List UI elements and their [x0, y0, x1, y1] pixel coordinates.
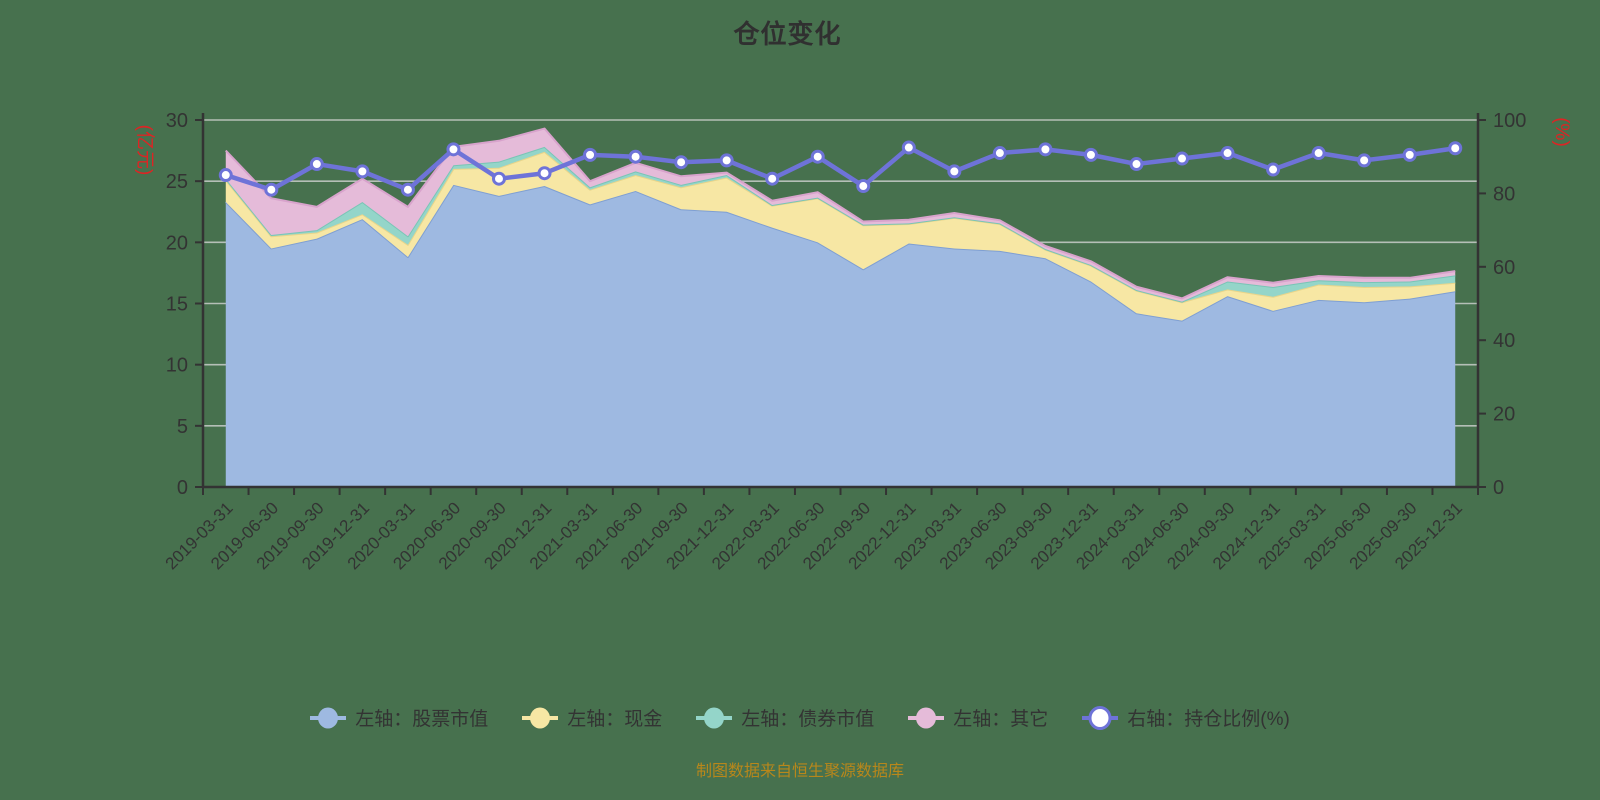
left-axis-tick-label: 10	[166, 355, 188, 377]
ratio-point-dot[interactable]	[947, 164, 962, 179]
ratio-point-dot[interactable]	[1083, 147, 1098, 162]
left-axis-tick-label: 0	[177, 477, 188, 499]
right-axis-tick-label: 80	[1493, 183, 1515, 205]
ratio-point-dot[interactable]	[628, 149, 643, 164]
ratio-point-dot[interactable]	[491, 171, 506, 186]
ratio-point-dot[interactable]	[810, 149, 825, 164]
ratio-point-dot[interactable]	[1448, 141, 1463, 156]
line-position-ratio[interactable]	[223, 145, 1458, 192]
ratio-point-dot[interactable]	[1402, 147, 1417, 162]
legend-label: 左轴：现金	[567, 709, 663, 730]
right-axis-unit-label: (%)	[1551, 117, 1572, 147]
legend-label: 左轴：债券市值	[741, 709, 875, 730]
left-axis-tick-label: 20	[166, 232, 188, 254]
legend-marker-icon	[908, 707, 945, 728]
ratio-point-dot[interactable]	[355, 164, 370, 179]
ratio-point-dot[interactable]	[1311, 146, 1326, 161]
legend-marker-icon	[310, 707, 347, 728]
right-axis-tick-label: 0	[1493, 477, 1504, 499]
ratio-point-dot[interactable]	[1266, 162, 1281, 177]
legend-marker-icon	[522, 707, 559, 728]
legend-item-position-ratio[interactable]: 右轴：持仓比例(%)	[1082, 704, 1290, 731]
ratio-point-dot[interactable]	[765, 171, 780, 186]
legend-item-stock-market-value[interactable]: 左轴：股票市值	[310, 704, 488, 731]
ratio-point-dot[interactable]	[583, 147, 598, 162]
ratio-point-dot[interactable]	[218, 168, 233, 183]
legend-label: 右轴：持仓比例(%)	[1127, 709, 1290, 730]
legend-marker-icon	[696, 707, 733, 728]
area-edge-other	[225, 127, 1456, 300]
source-note: 制图数据来自恒生聚源数据库	[695, 763, 904, 780]
left-axis-tick-label: 30	[166, 110, 188, 132]
area-cash[interactable]	[225, 151, 1456, 321]
left-axis-tick-label: 25	[166, 171, 188, 193]
left-axis-unit-label: (亿元)	[134, 125, 156, 176]
right-axis-tick-label: 60	[1493, 257, 1515, 279]
ratio-point-dot[interactable]	[309, 157, 324, 172]
ratio-point-dot[interactable]	[446, 142, 461, 157]
legend-marker-icon	[1082, 705, 1119, 730]
legend-label: 左轴：其它	[953, 709, 1049, 730]
ratio-point-dot[interactable]	[1175, 151, 1190, 166]
ratio-point-dot[interactable]	[856, 179, 871, 194]
ratio-point-dot[interactable]	[674, 155, 689, 170]
legend-item-other[interactable]: 左轴：其它	[908, 704, 1048, 731]
ratio-point-dot[interactable]	[537, 166, 552, 181]
chart-legend: 左轴：股票市值 左轴：现金 左轴：债券市值 左轴：其它 右轴：持仓比例(%)	[0, 704, 1600, 731]
ratio-point-dot[interactable]	[719, 153, 734, 168]
ratio-point-dot[interactable]	[992, 146, 1007, 161]
right-axis-tick-label: 20	[1493, 404, 1515, 426]
left-axis-tick-label: 5	[177, 416, 188, 438]
left-axis-tick-label: 15	[166, 294, 188, 316]
legend-item-cash[interactable]: 左轴：现金	[522, 704, 662, 731]
ratio-point-dot[interactable]	[1038, 142, 1053, 157]
right-axis-tick-label: 100	[1493, 110, 1526, 132]
right-axis-tick-label: 40	[1493, 330, 1515, 352]
ratio-point-dot[interactable]	[1220, 146, 1235, 161]
area-stock-market-value[interactable]	[225, 184, 1456, 487]
ratio-point-dot[interactable]	[901, 140, 916, 155]
ratio-point-dot[interactable]	[1357, 153, 1372, 168]
ratio-point-dot[interactable]	[264, 182, 279, 197]
legend-label: 左轴：股票市值	[355, 709, 489, 730]
legend-item-bond-market-value[interactable]: 左轴：债券市值	[696, 704, 874, 731]
chart-title: 仓位变化	[733, 19, 842, 49]
ratio-point-dot[interactable]	[400, 182, 415, 197]
ratio-point-dot[interactable]	[1129, 157, 1144, 172]
